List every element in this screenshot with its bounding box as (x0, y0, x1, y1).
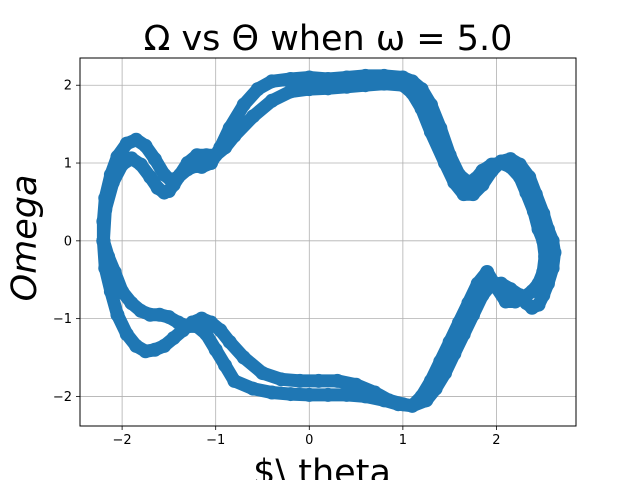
x-tick-label: 1 (399, 433, 407, 448)
y-axis-ticks: −2 −1 0 1 2 (53, 79, 80, 405)
x-tick-label: −2 (113, 433, 132, 448)
x-tick-label: 2 (492, 433, 500, 448)
y-tick-label: −2 (53, 390, 72, 405)
y-tick-label: 2 (64, 79, 72, 94)
x-tick-label: −1 (206, 433, 225, 448)
x-tick-label: 0 (305, 433, 313, 448)
plot-frame (79, 57, 577, 427)
chart-title: Ω vs Θ when ω = 5.0 (144, 19, 513, 59)
scatter-trajectory-band (96, 69, 561, 413)
scatter-series (96, 68, 562, 413)
y-tick-label: 0 (64, 234, 72, 249)
x-axis-ticks: −2 −1 0 1 2 (113, 426, 501, 448)
x-axis-label: $\ theta (253, 453, 391, 480)
y-tick-label: −1 (53, 312, 72, 327)
y-axis-label: Omega (5, 175, 45, 302)
y-tick-label: 1 (64, 157, 72, 172)
